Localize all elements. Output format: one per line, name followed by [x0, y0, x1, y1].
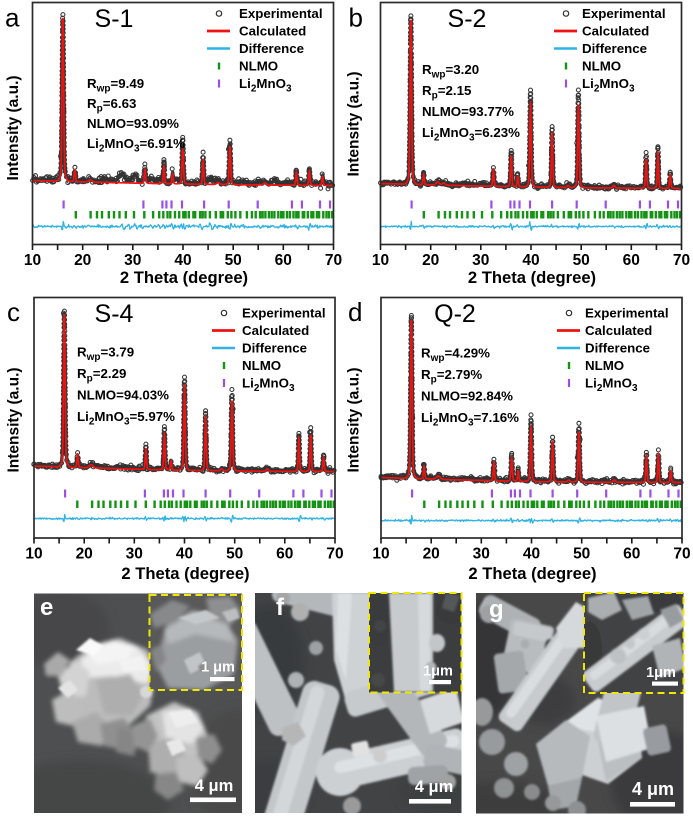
- svg-text:NLMO: NLMO: [582, 59, 621, 74]
- svg-text:10: 10: [372, 252, 389, 269]
- svg-text:Calculated: Calculated: [239, 24, 306, 39]
- svg-text:20: 20: [422, 252, 439, 269]
- svg-text:NLMO: NLMO: [585, 358, 624, 373]
- svg-text:4 μm: 4 μm: [195, 777, 234, 795]
- svg-text:b: b: [349, 3, 363, 33]
- svg-text:20: 20: [74, 252, 91, 269]
- svg-text:Rp=6.63: Rp=6.63: [87, 96, 136, 115]
- svg-text:Rp=2.79%: Rp=2.79%: [421, 367, 482, 386]
- svg-text:e: e: [40, 594, 53, 621]
- svg-text:Calculated: Calculated: [582, 24, 649, 39]
- svg-text:2 Theta (degree): 2 Theta (degree): [468, 268, 596, 287]
- svg-text:70: 70: [673, 546, 690, 563]
- svg-text:10: 10: [372, 546, 389, 563]
- svg-text:S-4: S-4: [95, 300, 134, 328]
- svg-text:a: a: [5, 3, 20, 33]
- svg-text:1μm: 1μm: [423, 664, 453, 680]
- svg-text:Experimental: Experimental: [582, 6, 666, 21]
- svg-text:50: 50: [226, 546, 243, 563]
- svg-text:20: 20: [423, 546, 440, 563]
- svg-text:Q-2: Q-2: [434, 300, 476, 328]
- svg-text:NLMO=93.77%: NLMO=93.77%: [422, 104, 514, 119]
- svg-text:40: 40: [522, 252, 539, 269]
- svg-text:NLMO: NLMO: [242, 358, 281, 373]
- svg-text:Difference: Difference: [239, 41, 304, 56]
- svg-text:60: 60: [275, 252, 292, 269]
- svg-text:Intensity (a.u.): Intensity (a.u.): [6, 367, 23, 472]
- svg-text:4 μm: 4 μm: [632, 779, 674, 799]
- svg-text:Experimental: Experimental: [585, 306, 669, 321]
- svg-text:Experimental: Experimental: [239, 6, 323, 21]
- svg-text:4 μm: 4 μm: [415, 778, 454, 796]
- svg-text:30: 30: [472, 252, 489, 269]
- svg-text:30: 30: [124, 252, 141, 269]
- svg-text:50: 50: [573, 252, 590, 269]
- svg-text:Li2MnO3=7.16%: Li2MnO3=7.16%: [421, 410, 519, 429]
- svg-text:70: 70: [325, 252, 342, 269]
- svg-text:Intensity (a.u.): Intensity (a.u.): [5, 75, 22, 180]
- svg-text:60: 60: [623, 252, 640, 269]
- svg-text:c: c: [7, 297, 20, 327]
- svg-text:S-2: S-2: [448, 5, 487, 33]
- svg-text:30: 30: [126, 546, 143, 563]
- svg-text:40: 40: [176, 546, 193, 563]
- svg-text:1 μm: 1 μm: [201, 660, 235, 676]
- svg-text:Calculated: Calculated: [242, 323, 309, 338]
- svg-text:Intensity (a.u.): Intensity (a.u.): [346, 367, 363, 472]
- svg-text:50: 50: [573, 546, 590, 563]
- svg-text:f: f: [276, 594, 285, 621]
- svg-text:30: 30: [473, 546, 490, 563]
- svg-text:2 Theta (degree): 2 Theta (degree): [121, 564, 249, 583]
- svg-text:2 Theta (degree): 2 Theta (degree): [120, 268, 248, 287]
- svg-text:NLMO=94.03%: NLMO=94.03%: [77, 388, 169, 403]
- svg-text:70: 70: [673, 252, 690, 269]
- svg-text:40: 40: [174, 252, 191, 269]
- svg-text:Li2MnO3=6.23%: Li2MnO3=6.23%: [422, 125, 520, 144]
- svg-text:Intensity (a.u.): Intensity (a.u.): [346, 71, 363, 176]
- svg-text:Difference: Difference: [585, 341, 650, 356]
- svg-text:10: 10: [25, 546, 42, 563]
- svg-text:20: 20: [76, 546, 93, 563]
- svg-text:50: 50: [225, 252, 242, 269]
- svg-text:NLMO=93.09%: NLMO=93.09%: [87, 116, 179, 131]
- svg-text:Li2MnO3=5.97%: Li2MnO3=5.97%: [77, 409, 175, 428]
- svg-text:60: 60: [276, 546, 293, 563]
- svg-text:NLMO=92.84%: NLMO=92.84%: [421, 389, 513, 404]
- svg-text:Difference: Difference: [582, 41, 647, 56]
- svg-text:d: d: [348, 297, 362, 327]
- svg-text:Calculated: Calculated: [585, 323, 652, 338]
- svg-text:70: 70: [326, 546, 343, 563]
- svg-text:10: 10: [24, 252, 41, 269]
- svg-text:2 Theta (degree): 2 Theta (degree): [468, 564, 596, 583]
- svg-text:Experimental: Experimental: [242, 306, 326, 321]
- svg-text:Li2MnO3=6.91%: Li2MnO3=6.91%: [87, 136, 185, 155]
- svg-text:Difference: Difference: [242, 341, 307, 356]
- svg-text:NLMO: NLMO: [239, 59, 278, 74]
- svg-text:g: g: [489, 596, 504, 623]
- svg-text:S-1: S-1: [95, 5, 134, 33]
- svg-text:60: 60: [623, 546, 640, 563]
- svg-text:40: 40: [523, 546, 540, 563]
- svg-text:Rwp=3.20: Rwp=3.20: [422, 62, 479, 81]
- svg-text:1μm: 1μm: [646, 665, 676, 681]
